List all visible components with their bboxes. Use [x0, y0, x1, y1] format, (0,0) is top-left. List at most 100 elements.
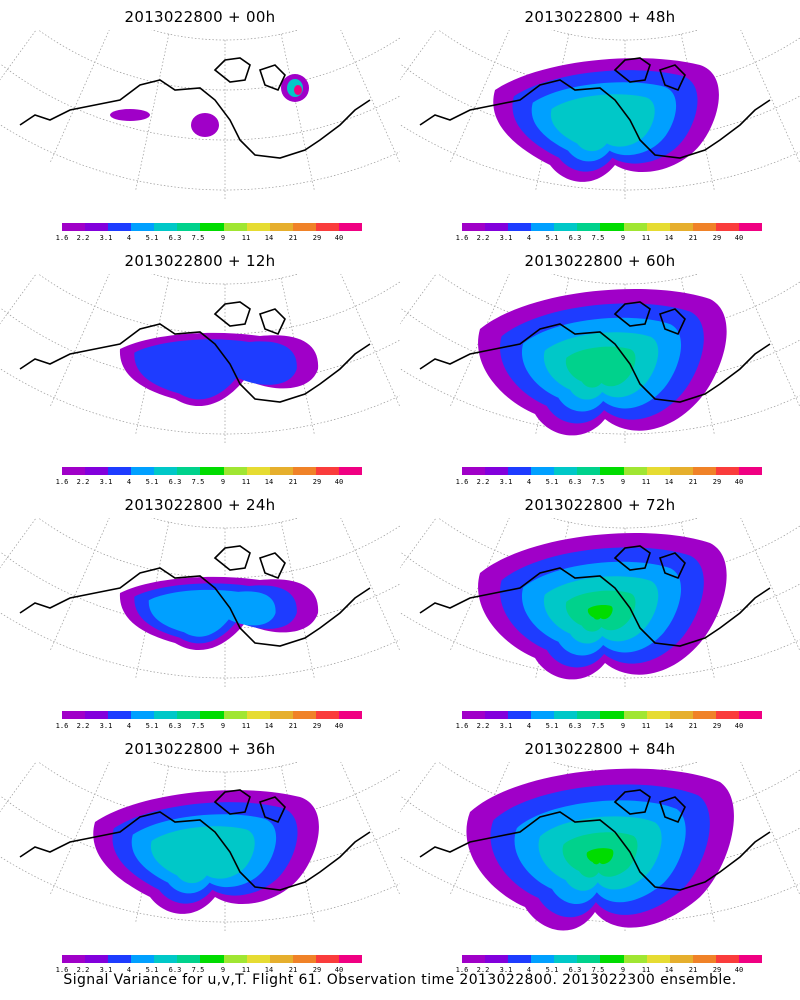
variance-field: [550, 94, 655, 152]
colorbar-label: 29: [712, 478, 722, 486]
colorbar: [462, 467, 763, 475]
colorbar-labels: 1.6 2.2 3.1 4 5.1 6.3 7.5 9 11 14 21 29 40: [456, 234, 762, 244]
colorbar-swatch: [269, 711, 293, 719]
meridian-line: [0, 274, 37, 325]
coastline: [613, 301, 686, 336]
coastline: [419, 811, 771, 891]
colorbar-labels: 1.6 2.2 3.1 4 5.1 6.3 7.5 9 11 14 21 29 40: [456, 966, 762, 976]
colorbar: [62, 223, 363, 231]
meridian-line: [0, 30, 24, 58]
colorbar-swatch: [508, 955, 532, 963]
colorbar-label: 14: [664, 722, 674, 730]
coastline: [19, 323, 371, 403]
colorbar-label: 7.5: [191, 234, 205, 242]
colorbar-label: 4: [526, 478, 532, 486]
colorbar-label: 11: [241, 234, 251, 242]
meridian-line: [449, 30, 510, 163]
latitude-circle: [151, 518, 299, 529]
colorbar-label: 5.1: [545, 966, 559, 974]
meridian-line: [784, 518, 800, 606]
latitude-circle: [151, 274, 299, 285]
polar-map: [400, 30, 800, 200]
colorbar-swatch: [531, 711, 555, 719]
colorbar-label: 21: [288, 722, 298, 730]
colorbar-label: 29: [312, 722, 322, 730]
colorbar-swatch: [485, 711, 509, 719]
colorbar-labels: 1.6 2.2 3.1 4 5.1 6.3 7.5 9 11 14 21 29 40: [56, 234, 362, 244]
colorbar-swatch: [177, 467, 201, 475]
colorbar-swatch: [715, 223, 739, 231]
colorbar-label: 14: [264, 478, 274, 486]
colorbar-swatch: [623, 223, 647, 231]
colorbar-label: 14: [664, 966, 674, 974]
meridian-line: [449, 274, 510, 407]
latitude-circle: [551, 274, 699, 285]
colorbar-label: 3.1: [99, 722, 113, 730]
colorbar-swatch: [692, 955, 716, 963]
colorbar-swatch: [315, 223, 339, 231]
coastline: [419, 323, 771, 403]
colorbar-swatch: [554, 955, 578, 963]
colorbar-swatch: [154, 711, 178, 719]
meridian-line: [535, 34, 570, 191]
meridian-line: [0, 762, 37, 813]
variance-field: [587, 605, 613, 620]
colorbar-label: 2.2: [476, 722, 490, 730]
colorbar-label: 40: [734, 722, 744, 730]
colorbar-label: 2.2: [76, 722, 90, 730]
meridian-line: [280, 766, 315, 923]
colorbar-label: 4: [126, 478, 132, 486]
colorbar-label: 1.6: [455, 234, 469, 242]
colorbar-swatch: [154, 955, 178, 963]
colorbar-swatch: [531, 467, 555, 475]
colorbar-labels: 1.6 2.2 3.1 4 5.1 6.3 7.5 9 11 14 21 29 40: [56, 722, 362, 732]
map-panel-84h: 2013022800 + 84h 1.6 2.2 3.1 4 5.1 6.3 7.5 9 11 1…: [400, 732, 800, 976]
variance-field: [134, 339, 297, 400]
colorbar-label: 5.1: [545, 722, 559, 730]
colorbar-swatch: [577, 467, 601, 475]
colorbar-swatch: [131, 955, 155, 963]
colorbar-swatch: [269, 223, 293, 231]
meridian-line: [400, 518, 424, 546]
meridian-line: [384, 518, 400, 606]
colorbar: [62, 955, 363, 963]
colorbar-swatch: [62, 711, 86, 719]
colorbar-label: 1.6: [55, 966, 69, 974]
colorbar-label: 21: [688, 722, 698, 730]
colorbar-label: 9: [220, 966, 226, 974]
colorbar-swatch: [131, 711, 155, 719]
colorbar-label: 40: [334, 966, 344, 974]
colorbar-swatch: [246, 223, 270, 231]
colorbar-label: 21: [688, 478, 698, 486]
colorbar-label: 4: [526, 966, 532, 974]
variance-blob: [294, 85, 302, 95]
coastline: [419, 79, 771, 159]
meridian-line: [340, 274, 400, 407]
meridian-line: [340, 762, 400, 895]
meridian-line: [135, 278, 170, 435]
colorbar-labels: 1.6 2.2 3.1 4 5.1 6.3 7.5 9 11 14 21 29 40: [456, 722, 762, 732]
colorbar-swatch: [62, 467, 86, 475]
latitude-circle: [37, 274, 400, 335]
colorbar-swatch: [85, 711, 109, 719]
colorbar-swatch: [338, 955, 363, 963]
colorbar-swatch: [600, 223, 624, 231]
colorbar-label: 11: [241, 966, 251, 974]
meridian-line: [784, 274, 800, 362]
colorbar-swatch: [600, 467, 624, 475]
colorbar-label: 40: [734, 234, 744, 242]
variance-blob: [191, 113, 219, 137]
meridian-line: [740, 518, 800, 651]
coastline: [19, 79, 371, 159]
colorbar-label: 1.6: [455, 722, 469, 730]
colorbar-swatch: [485, 955, 509, 963]
colorbar-swatch: [62, 223, 86, 231]
colorbar-label: 11: [241, 478, 251, 486]
colorbar-swatch: [715, 711, 739, 719]
colorbar-swatch: [462, 223, 486, 231]
polar-map: [400, 274, 800, 444]
colorbar-swatch: [508, 223, 532, 231]
colorbar-label: 2.2: [476, 966, 490, 974]
variance-field: [150, 826, 255, 884]
meridian-line: [135, 766, 170, 923]
